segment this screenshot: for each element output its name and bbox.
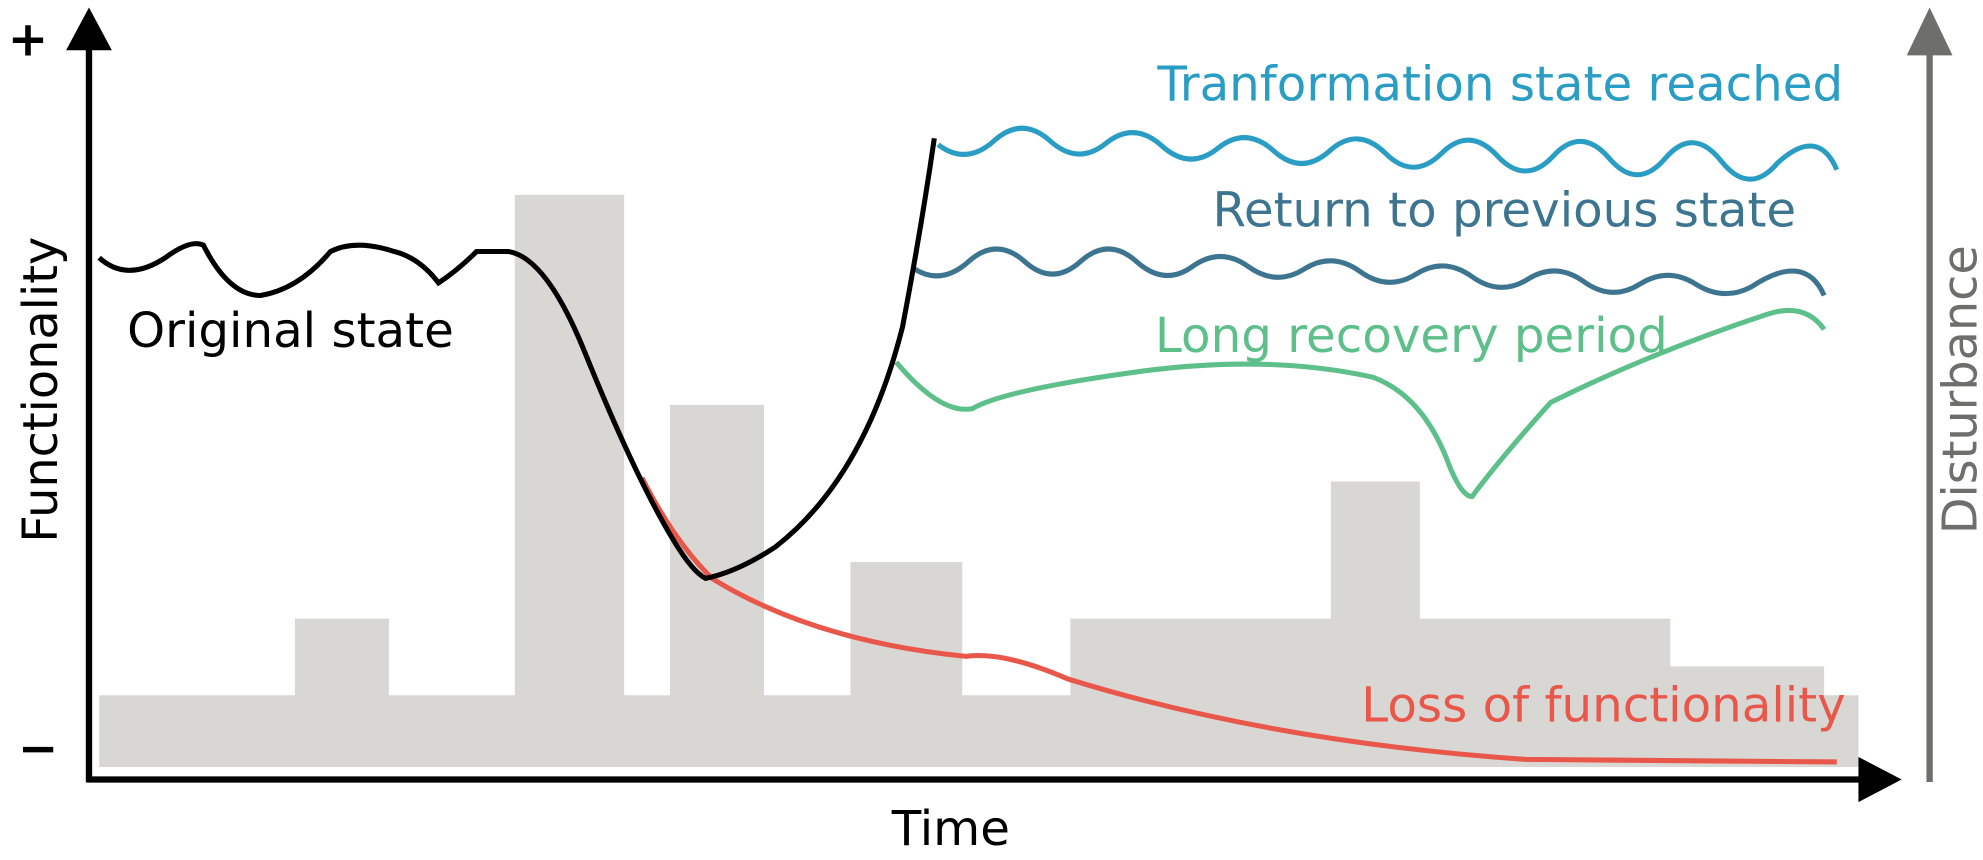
loss-curve [639, 476, 1837, 765]
transformation-label: Tranformation state reached [1156, 57, 1843, 113]
recovery-label: Long recovery period [1155, 308, 1668, 364]
y-plus: + [8, 12, 48, 68]
y2-axis-arrow [1906, 7, 1953, 56]
loss-label: Loss of functionality [1361, 678, 1845, 734]
y2-axis-label: Disturbance [1932, 245, 1983, 534]
disturbance-bars [99, 194, 1859, 767]
original-curve [97, 137, 937, 581]
x-axis-label: Time [891, 801, 1010, 857]
return-label: Return to previous state [1213, 183, 1797, 239]
y-minus: − [18, 721, 58, 777]
y-axis-label: Functionality [13, 237, 69, 543]
original-label: Original state [127, 303, 454, 359]
x-axis-arrow [1858, 756, 1902, 803]
recovery-curve [894, 307, 1827, 500]
y-axis-arrow [66, 7, 112, 51]
transformation-curve [936, 125, 1840, 182]
return-curve [911, 246, 1827, 297]
